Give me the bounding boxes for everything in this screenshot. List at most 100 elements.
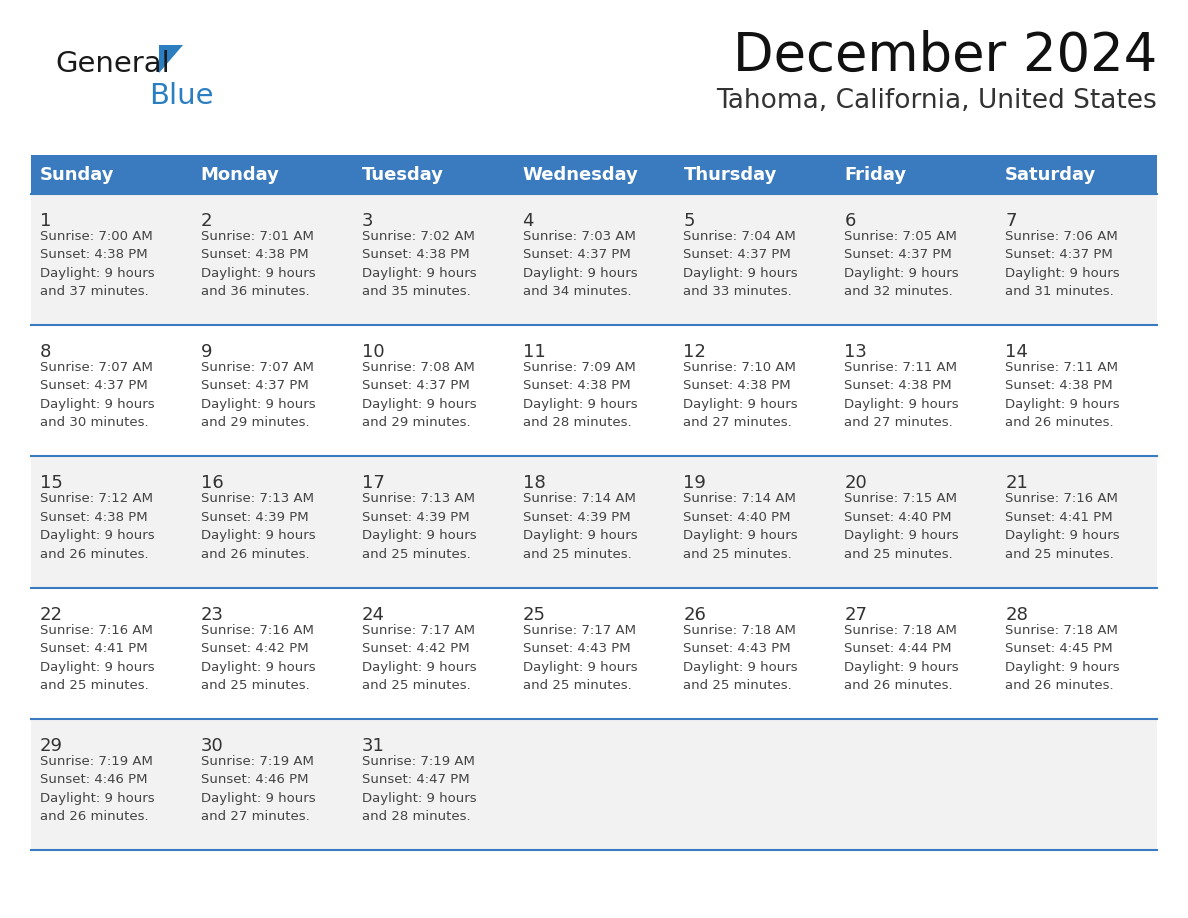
Text: Sunrise: 7:12 AM: Sunrise: 7:12 AM: [40, 492, 153, 505]
Text: and 37 minutes.: and 37 minutes.: [40, 285, 148, 298]
Bar: [31, 194, 1157, 325]
Text: 10: 10: [361, 343, 384, 361]
Text: and 27 minutes.: and 27 minutes.: [845, 417, 953, 430]
Text: and 26 minutes.: and 26 minutes.: [1005, 679, 1114, 692]
Text: Sunrise: 7:14 AM: Sunrise: 7:14 AM: [683, 492, 796, 505]
Text: Daylight: 9 hours: Daylight: 9 hours: [40, 398, 154, 411]
Text: Sunset: 4:38 PM: Sunset: 4:38 PM: [845, 379, 952, 393]
Text: Daylight: 9 hours: Daylight: 9 hours: [683, 398, 798, 411]
Text: Sunset: 4:43 PM: Sunset: 4:43 PM: [523, 642, 630, 655]
Text: 7: 7: [1005, 212, 1017, 230]
Text: and 34 minutes.: and 34 minutes.: [523, 285, 631, 298]
Text: Daylight: 9 hours: Daylight: 9 hours: [523, 267, 637, 280]
Text: Sunset: 4:39 PM: Sunset: 4:39 PM: [201, 510, 309, 524]
Text: Sunset: 4:38 PM: Sunset: 4:38 PM: [40, 248, 147, 262]
Text: Sunrise: 7:19 AM: Sunrise: 7:19 AM: [40, 755, 153, 767]
Text: Thursday: Thursday: [683, 166, 777, 185]
Bar: [31, 588, 1157, 719]
Text: and 27 minutes.: and 27 minutes.: [683, 417, 792, 430]
Text: and 25 minutes.: and 25 minutes.: [523, 548, 631, 561]
Text: Sunset: 4:42 PM: Sunset: 4:42 PM: [201, 642, 309, 655]
Text: Daylight: 9 hours: Daylight: 9 hours: [361, 661, 476, 674]
Bar: [31, 719, 1157, 850]
Text: Sunset: 4:38 PM: Sunset: 4:38 PM: [40, 510, 147, 524]
Text: Sunset: 4:39 PM: Sunset: 4:39 PM: [523, 510, 630, 524]
Text: Daylight: 9 hours: Daylight: 9 hours: [361, 267, 476, 280]
Text: Friday: Friday: [845, 166, 906, 185]
Text: 14: 14: [1005, 343, 1028, 361]
Text: and 25 minutes.: and 25 minutes.: [1005, 548, 1114, 561]
Bar: [31, 155, 1157, 194]
Text: 12: 12: [683, 343, 707, 361]
Text: and 29 minutes.: and 29 minutes.: [201, 417, 309, 430]
Text: Sunrise: 7:03 AM: Sunrise: 7:03 AM: [523, 230, 636, 242]
Text: Sunrise: 7:00 AM: Sunrise: 7:00 AM: [40, 230, 152, 242]
Text: 2: 2: [201, 212, 213, 230]
Text: Sunrise: 7:13 AM: Sunrise: 7:13 AM: [361, 492, 475, 505]
Text: and 26 minutes.: and 26 minutes.: [40, 811, 148, 823]
Text: Sunrise: 7:01 AM: Sunrise: 7:01 AM: [201, 230, 314, 242]
Text: 8: 8: [40, 343, 51, 361]
Text: Daylight: 9 hours: Daylight: 9 hours: [845, 530, 959, 543]
Text: Daylight: 9 hours: Daylight: 9 hours: [361, 398, 476, 411]
Text: Saturday: Saturday: [1005, 166, 1097, 185]
Text: Daylight: 9 hours: Daylight: 9 hours: [40, 661, 154, 674]
Text: Sunset: 4:39 PM: Sunset: 4:39 PM: [361, 510, 469, 524]
Text: Sunrise: 7:02 AM: Sunrise: 7:02 AM: [361, 230, 474, 242]
Text: Sunset: 4:38 PM: Sunset: 4:38 PM: [1005, 379, 1113, 393]
Text: Sunset: 4:42 PM: Sunset: 4:42 PM: [361, 642, 469, 655]
Text: Sunset: 4:45 PM: Sunset: 4:45 PM: [1005, 642, 1113, 655]
Text: Daylight: 9 hours: Daylight: 9 hours: [201, 267, 315, 280]
Text: and 31 minutes.: and 31 minutes.: [1005, 285, 1114, 298]
Text: 29: 29: [40, 737, 63, 755]
Text: Daylight: 9 hours: Daylight: 9 hours: [523, 530, 637, 543]
Text: Sunset: 4:38 PM: Sunset: 4:38 PM: [523, 379, 630, 393]
Text: and 26 minutes.: and 26 minutes.: [845, 679, 953, 692]
Text: and 25 minutes.: and 25 minutes.: [201, 679, 310, 692]
Text: Daylight: 9 hours: Daylight: 9 hours: [845, 661, 959, 674]
Text: Sunrise: 7:10 AM: Sunrise: 7:10 AM: [683, 361, 796, 374]
Text: and 36 minutes.: and 36 minutes.: [201, 285, 309, 298]
Text: and 30 minutes.: and 30 minutes.: [40, 417, 148, 430]
Text: and 25 minutes.: and 25 minutes.: [683, 679, 792, 692]
Text: and 33 minutes.: and 33 minutes.: [683, 285, 792, 298]
Text: and 29 minutes.: and 29 minutes.: [361, 417, 470, 430]
Text: Daylight: 9 hours: Daylight: 9 hours: [1005, 530, 1120, 543]
Text: Sunrise: 7:18 AM: Sunrise: 7:18 AM: [845, 623, 958, 636]
Text: Daylight: 9 hours: Daylight: 9 hours: [1005, 267, 1120, 280]
Text: Daylight: 9 hours: Daylight: 9 hours: [40, 267, 154, 280]
Text: Daylight: 9 hours: Daylight: 9 hours: [845, 267, 959, 280]
Text: Sunrise: 7:09 AM: Sunrise: 7:09 AM: [523, 361, 636, 374]
Text: Sunset: 4:46 PM: Sunset: 4:46 PM: [40, 773, 147, 787]
Text: Daylight: 9 hours: Daylight: 9 hours: [683, 530, 798, 543]
Text: Daylight: 9 hours: Daylight: 9 hours: [361, 530, 476, 543]
Text: Sunrise: 7:05 AM: Sunrise: 7:05 AM: [845, 230, 958, 242]
Text: Wednesday: Wednesday: [523, 166, 638, 185]
Text: and 27 minutes.: and 27 minutes.: [201, 811, 310, 823]
Text: Sunset: 4:37 PM: Sunset: 4:37 PM: [1005, 248, 1113, 262]
Text: Sunset: 4:46 PM: Sunset: 4:46 PM: [201, 773, 308, 787]
Text: 31: 31: [361, 737, 385, 755]
Text: Sunset: 4:37 PM: Sunset: 4:37 PM: [201, 379, 309, 393]
Text: 4: 4: [523, 212, 535, 230]
Text: and 25 minutes.: and 25 minutes.: [523, 679, 631, 692]
Text: and 25 minutes.: and 25 minutes.: [40, 679, 148, 692]
Text: Sunset: 4:37 PM: Sunset: 4:37 PM: [523, 248, 631, 262]
Text: 16: 16: [201, 475, 223, 492]
Text: Daylight: 9 hours: Daylight: 9 hours: [683, 267, 798, 280]
Text: Sunrise: 7:19 AM: Sunrise: 7:19 AM: [361, 755, 474, 767]
Text: 30: 30: [201, 737, 223, 755]
Text: Sunrise: 7:16 AM: Sunrise: 7:16 AM: [40, 623, 153, 636]
Text: Sunset: 4:47 PM: Sunset: 4:47 PM: [361, 773, 469, 787]
Text: Sunrise: 7:16 AM: Sunrise: 7:16 AM: [1005, 492, 1118, 505]
Text: Sunrise: 7:06 AM: Sunrise: 7:06 AM: [1005, 230, 1118, 242]
Text: Daylight: 9 hours: Daylight: 9 hours: [523, 661, 637, 674]
Text: Daylight: 9 hours: Daylight: 9 hours: [40, 792, 154, 805]
Bar: [31, 325, 1157, 456]
Text: and 25 minutes.: and 25 minutes.: [361, 548, 470, 561]
Text: and 26 minutes.: and 26 minutes.: [201, 548, 309, 561]
Text: General: General: [55, 50, 170, 78]
Text: 26: 26: [683, 606, 707, 623]
Text: Daylight: 9 hours: Daylight: 9 hours: [523, 398, 637, 411]
Bar: [31, 456, 1157, 588]
